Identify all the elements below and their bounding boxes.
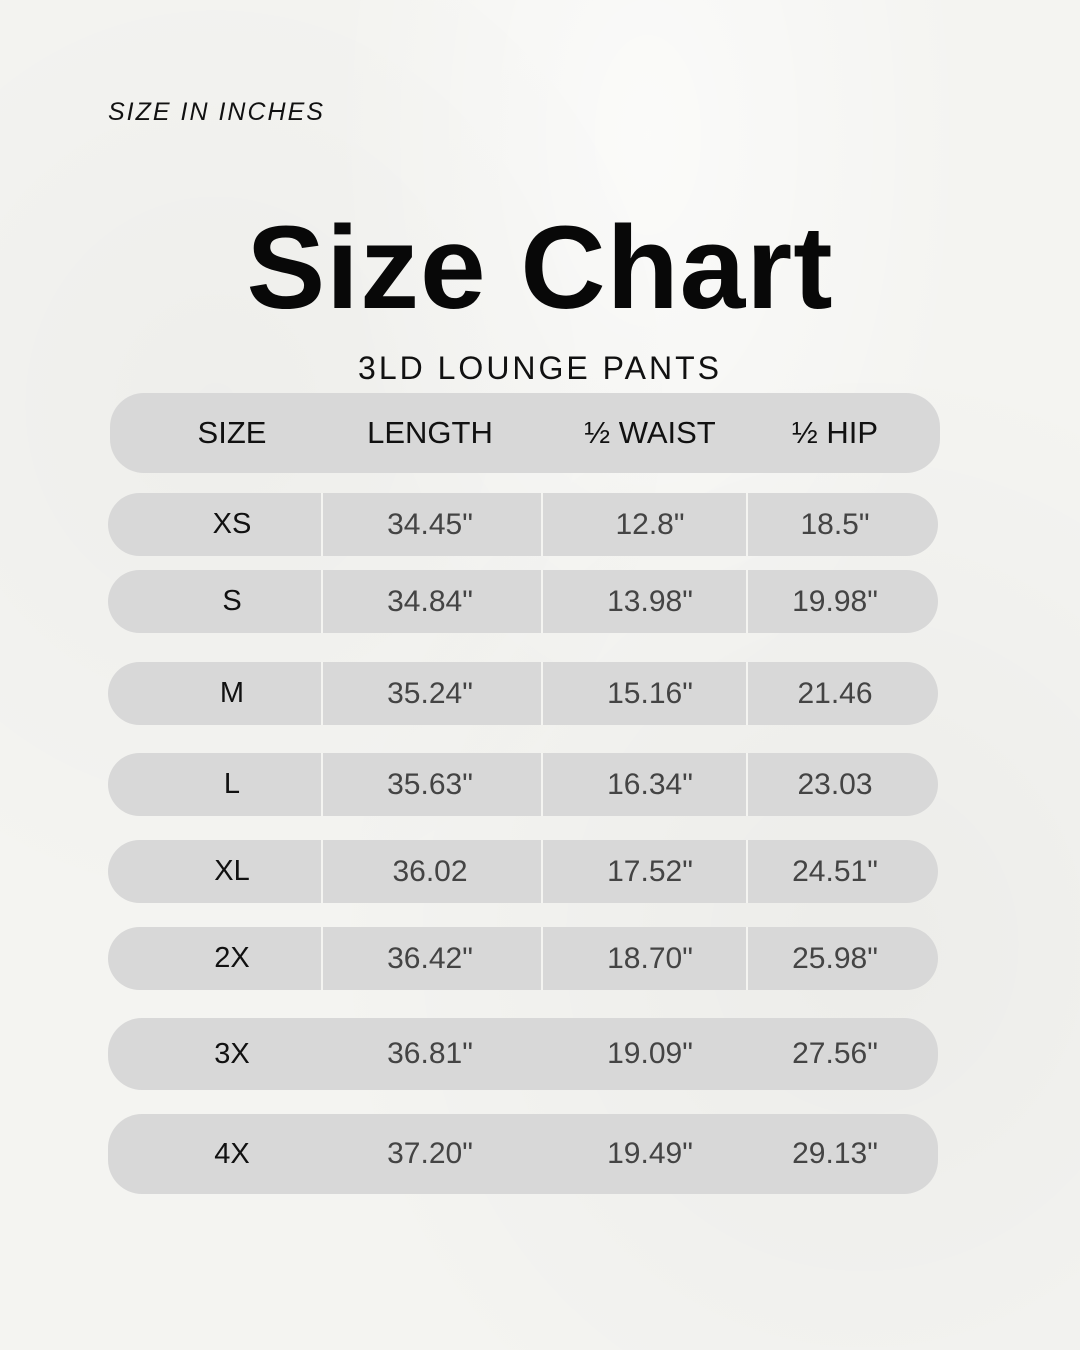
size-label: XL bbox=[214, 855, 250, 887]
measurement-cell: 13.98" bbox=[607, 584, 693, 618]
measurement-cell: 36.02 bbox=[392, 854, 468, 888]
measurement-cell: 19.49" bbox=[607, 1137, 693, 1170]
size-label: L bbox=[223, 768, 241, 800]
measurement-cell: 18.70" bbox=[607, 941, 693, 975]
page-title: Size Chart bbox=[246, 202, 834, 334]
column-divider bbox=[746, 493, 748, 556]
measurement-cell: LENGTH bbox=[367, 415, 493, 450]
measurement-cell: 16.34" bbox=[607, 767, 693, 801]
measurement-cell: ½ WAIST bbox=[584, 415, 716, 450]
column-divider bbox=[746, 927, 748, 990]
table-row: M 35.24" 15.16" 21.46 bbox=[108, 662, 938, 725]
measurement-cell: 23.03 bbox=[797, 767, 873, 801]
column-divider bbox=[746, 570, 748, 633]
column-divider bbox=[321, 570, 323, 633]
measurement-cell: 27.56" bbox=[792, 1037, 878, 1070]
size-label: SIZE bbox=[197, 415, 267, 450]
measurement-cell: 17.52" bbox=[607, 854, 693, 888]
measurement-cell: 21.46 bbox=[797, 676, 873, 710]
column-divider bbox=[541, 753, 543, 816]
column-divider bbox=[541, 570, 543, 633]
measurement-cell: 36.42" bbox=[387, 941, 473, 975]
table-header: SIZE LENGTH ½ WAIST ½ HIP bbox=[110, 393, 940, 473]
size-label: 2X bbox=[214, 942, 250, 974]
measurement-cell: 29.13" bbox=[792, 1137, 878, 1170]
measurement-cell: 24.51" bbox=[792, 854, 878, 888]
measurement-cell: 35.63" bbox=[387, 767, 473, 801]
column-divider bbox=[321, 662, 323, 725]
product-subtitle: 3LD LOUNGE PANTS bbox=[358, 350, 722, 386]
column-divider bbox=[541, 662, 543, 725]
measurement-cell: 12.8" bbox=[615, 507, 685, 541]
measurement-cell: 37.20" bbox=[387, 1137, 473, 1170]
table-row: 4X 37.20" 19.49" 29.13" bbox=[108, 1114, 938, 1194]
measurement-cell: 18.5" bbox=[800, 507, 870, 541]
column-divider bbox=[541, 493, 543, 556]
size-label: M bbox=[219, 677, 245, 709]
table-row: L 35.63" 16.34" 23.03 bbox=[108, 753, 938, 816]
measurement-cell: 25.98" bbox=[792, 941, 878, 975]
size-label: S bbox=[222, 585, 242, 617]
measurement-cell: 34.45" bbox=[387, 507, 473, 541]
size-label: 3X bbox=[214, 1037, 250, 1070]
table-row: S 34.84" 13.98" 19.98" bbox=[108, 570, 938, 633]
column-divider bbox=[541, 840, 543, 903]
measurement-cell: 15.16" bbox=[607, 676, 693, 710]
size-label: XS bbox=[212, 508, 252, 540]
column-divider bbox=[321, 753, 323, 816]
column-divider bbox=[541, 927, 543, 990]
measurement-cell: ½ HIP bbox=[791, 415, 879, 450]
column-divider bbox=[746, 753, 748, 816]
column-divider bbox=[321, 493, 323, 556]
measurement-cell: 19.98" bbox=[792, 584, 878, 618]
measurement-cell: 34.84" bbox=[387, 584, 473, 618]
column-divider bbox=[746, 840, 748, 903]
size-label: 4X bbox=[214, 1137, 250, 1170]
column-divider bbox=[746, 662, 748, 725]
table-row: XS 34.45" 12.8" 18.5" bbox=[108, 493, 938, 556]
units-note: SIZE IN INCHES bbox=[108, 98, 325, 126]
table-row: 2X 36.42" 18.70" 25.98" bbox=[108, 927, 938, 990]
measurement-cell: 35.24" bbox=[387, 676, 473, 710]
table-row: XL 36.02 17.52" 24.51" bbox=[108, 840, 938, 903]
measurement-cell: 19.09" bbox=[607, 1037, 693, 1070]
measurement-cell: 36.81" bbox=[387, 1037, 473, 1070]
column-divider bbox=[321, 840, 323, 903]
table-row: 3X 36.81" 19.09" 27.56" bbox=[108, 1018, 938, 1090]
column-divider bbox=[321, 927, 323, 990]
